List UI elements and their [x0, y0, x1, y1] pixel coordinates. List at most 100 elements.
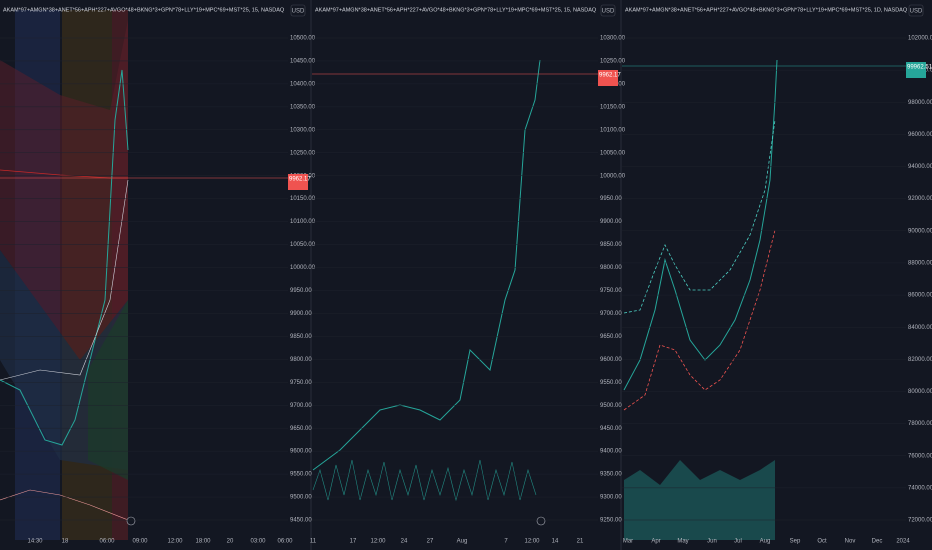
price-label: 82000.00	[908, 357, 932, 363]
time-label: 24	[401, 539, 408, 545]
time-label: 27	[427, 539, 434, 545]
goto-button[interactable]	[536, 516, 546, 526]
time-label: 2024	[896, 539, 910, 545]
price-line	[623, 59, 778, 391]
price-label: 10050.00	[600, 150, 626, 156]
price-label: 94000.00	[908, 164, 932, 170]
price-label: 10350.00	[290, 104, 316, 110]
price-tag-label: 99962.51	[907, 65, 932, 71]
time-label: 06:00	[277, 539, 293, 545]
price-label: 76000.00	[908, 453, 932, 459]
price-label: 9400.00	[600, 449, 622, 455]
price-label: 10100.00	[290, 219, 316, 225]
price-tag	[288, 174, 308, 190]
time-label: May	[677, 539, 688, 545]
price-label: 9500.00	[290, 495, 312, 501]
chart-title: AKAM*97+AMGN*38+ANET*56+APH*227+AVGO*48+…	[3, 7, 285, 13]
currency-label[interactable]: USD	[292, 9, 305, 15]
time-label: Apr	[651, 539, 660, 545]
price-label: 9450.00	[600, 426, 622, 432]
price-label: 80000.00	[908, 389, 932, 395]
time-label: 12:00	[370, 539, 386, 545]
panel-2-drawing	[312, 59, 598, 526]
time-label: Jun	[707, 539, 717, 545]
time-label: Jul	[734, 539, 742, 545]
currency-button[interactable]	[908, 4, 924, 17]
price-tag	[598, 70, 618, 86]
price-line	[0, 69, 129, 446]
price-label: 90000.00	[908, 228, 932, 234]
time-label: Aug	[457, 539, 468, 545]
currency-button[interactable]	[600, 4, 616, 17]
price-label: 10400.00	[290, 81, 316, 87]
time-label: 11	[310, 539, 317, 545]
price-label: 10250.00	[600, 59, 626, 65]
price-label: 10000.00	[290, 265, 316, 271]
time-label: Dec	[872, 539, 883, 545]
price-label: 9350.00	[600, 472, 622, 478]
price-label: 86000.00	[908, 293, 932, 299]
price-label: 10150.00	[290, 196, 316, 202]
price-label: 10300.00	[290, 127, 316, 133]
price-label: 9950.00	[600, 196, 622, 202]
time-label: 20	[227, 539, 234, 545]
price-label: 9550.00	[290, 472, 312, 478]
price-label: 10150.00	[600, 104, 626, 110]
time-label: 09:00	[132, 539, 148, 545]
price-label: 9250.00	[600, 518, 622, 524]
time-label: 03:00	[250, 539, 266, 545]
price-label: 9700.00	[290, 403, 312, 409]
price-label: 9500.00	[600, 403, 622, 409]
price-tag-label: 9962.17	[599, 73, 621, 79]
time-label: 7	[504, 539, 508, 545]
price-label: 96000.00	[908, 132, 932, 138]
price-label: 9850.00	[290, 334, 312, 340]
price-tag-label: 9962.17	[289, 177, 311, 183]
band-line	[623, 119, 776, 314]
time-label: 18:00	[195, 539, 211, 545]
currency-button[interactable]	[290, 4, 306, 17]
price-label: 9900.00	[290, 311, 312, 317]
price-label: 9850.00	[600, 242, 622, 248]
time-label: 14	[552, 539, 559, 545]
price-label: 88000.00	[908, 261, 932, 267]
time-label: Oct	[817, 539, 827, 545]
band-line	[623, 229, 776, 411]
price-label: 10250.00	[290, 150, 316, 156]
panel-1-drawing	[0, 10, 288, 540]
price-label: 9750.00	[290, 380, 312, 386]
price-label: 9300.00	[600, 495, 622, 501]
price-label: 9600.00	[600, 357, 622, 363]
oscillator	[312, 459, 537, 502]
goto-button[interactable]	[126, 516, 136, 526]
price-line	[312, 59, 541, 471]
price-label: 9650.00	[600, 334, 622, 340]
price-label: 72000.00	[908, 518, 932, 524]
indicator-line	[0, 489, 129, 521]
price-label: 9800.00	[600, 265, 622, 271]
price-label: 74000.00	[908, 485, 932, 491]
price-label: 9550.00	[600, 380, 622, 386]
price-tag	[906, 62, 926, 78]
currency-label[interactable]: USD	[910, 9, 923, 15]
price-label: 10450.00	[290, 59, 316, 65]
band-line	[0, 179, 129, 381]
price-label: 10100.00	[600, 127, 626, 133]
price-label: 9650.00	[290, 426, 312, 432]
price-label: 9950.00	[290, 288, 312, 294]
price-label: 84000.00	[908, 325, 932, 331]
time-label: 12:00	[167, 539, 183, 545]
chart-title: AKAM*97+AMGN*38+ANET*56+APH*227+AVGO*48+…	[625, 7, 908, 13]
price-label: 9700.00	[600, 311, 622, 317]
price-label: 78000.00	[908, 421, 932, 427]
price-label: 10050.00	[290, 242, 316, 248]
price-label: 9450.00	[290, 518, 312, 524]
currency-label[interactable]: USD	[602, 9, 615, 15]
price-label: 9600.00	[290, 449, 312, 455]
time-label: Aug	[760, 539, 771, 545]
band-fill	[0, 20, 128, 360]
time-label: Sep	[790, 539, 801, 545]
time-label: 18	[62, 539, 69, 545]
